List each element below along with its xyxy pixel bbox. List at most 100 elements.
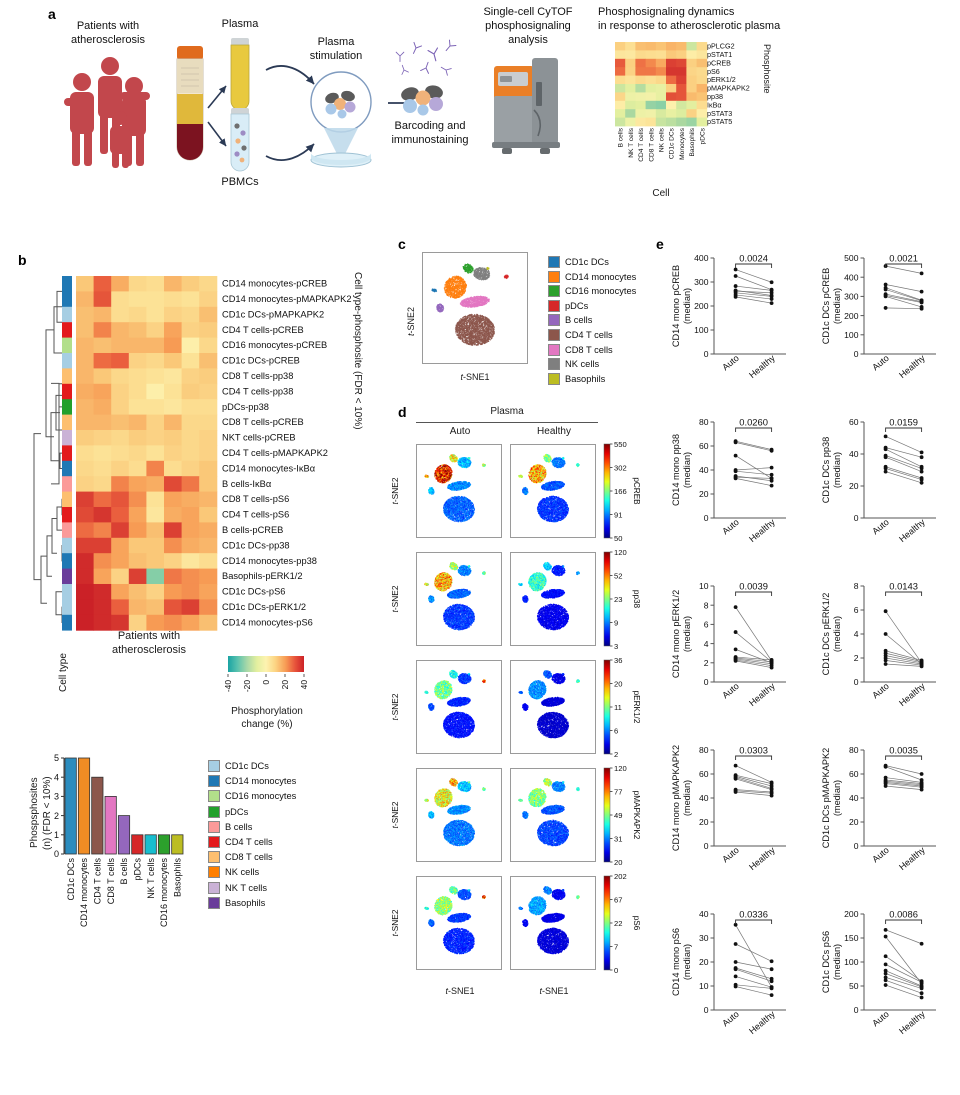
legend-swatch [208, 896, 220, 909]
svg-text:pERK1/2: pERK1/2 [707, 75, 736, 84]
panel-d-label: d [398, 404, 407, 420]
legend-item: B cells [208, 820, 296, 833]
panel-b-heatmap-row-labels: CD14 monocytes-pCREB CD14 monocytes-pMAPK… [222, 276, 372, 634]
panel-d-xlabel-auto: t-SNE1 [416, 986, 504, 996]
legend-label: pDCs [565, 301, 588, 311]
svg-text:CD14 monocytes-pMAPKAPK2: CD14 monocytes-pMAPKAPK2 [222, 294, 351, 304]
svg-text:CD4 T cells: CD4 T cells [93, 858, 103, 905]
svg-text:0: 0 [54, 849, 59, 859]
legend-swatch [208, 881, 220, 894]
svg-text:3: 3 [54, 792, 59, 802]
svg-text:CD4 T cells-pS6: CD4 T cells-pS6 [222, 510, 289, 520]
svg-text:40: 40 [299, 680, 309, 690]
legend-item: NK T cells [208, 881, 296, 894]
legend-swatch [548, 270, 560, 283]
panel-b-heatmap-xlabel: Patients with atherosclerosis [76, 630, 222, 658]
legend-item: CD1c DCs [208, 760, 296, 772]
svg-text:pDCs: pDCs [133, 858, 143, 881]
panel-a-heatmap-title: Phosphosignaling dynamics in response to… [598, 6, 838, 34]
legend-label: CD16 monocytes [225, 791, 296, 801]
panel-c-label: c [398, 236, 406, 252]
legend-label: Basophils [565, 374, 605, 384]
legend-swatch [548, 285, 560, 298]
panel-a-split-arrows [206, 60, 234, 170]
panel-a-stimulation-caption: Plasma stimulation [296, 36, 376, 64]
legend-label: CD8 T cells [225, 852, 273, 862]
panel-a-heatmap-xlabel: Cell [615, 188, 707, 199]
svg-text:pp38: pp38 [707, 92, 723, 101]
svg-text:B cells-pCREB: B cells-pCREB [222, 525, 283, 535]
svg-text:CD16 monocytes: CD16 monocytes [159, 858, 169, 928]
legend-label: CD8 T cells [565, 345, 613, 355]
panel-b-colorbar-title: Phosphorylation change (%) [214, 706, 320, 731]
svg-text:CD14 monocytes-pCREB: CD14 monocytes-pCREB [222, 279, 327, 289]
legend-label: CD16 monocytes [565, 286, 636, 296]
svg-text:CD8 T cells: CD8 T cells [648, 127, 655, 161]
legend-swatch [208, 775, 220, 788]
legend-label: NK cells [565, 359, 599, 369]
panel-c-legend: CD1c DCs CD14 monocytes CD16 monocytes pDCs… [548, 256, 636, 387]
panel-a-label: a [48, 6, 56, 22]
panel-a-pbmc-tube [228, 108, 252, 174]
legend-item: B cells [548, 314, 636, 327]
legend-item: CD16 monocytes [208, 790, 296, 803]
legend-label: CD14 monocytes [225, 776, 296, 786]
svg-text:B cells: B cells [618, 127, 625, 147]
svg-text:4: 4 [54, 772, 59, 782]
legend-label: pDCs [225, 807, 248, 817]
svg-text:CD8 T cells-pS6: CD8 T cells-pS6 [222, 494, 289, 504]
panel-d-group-header: Plasma [416, 406, 598, 417]
svg-text:20: 20 [280, 680, 290, 690]
legend-swatch [548, 343, 560, 356]
panel-c-xlabel: t-SNE1 [422, 372, 528, 382]
legend-item: CD14 monocytes [208, 775, 296, 788]
svg-text:CD1c DCs: CD1c DCs [66, 858, 76, 901]
svg-text:CD4 T cells: CD4 T cells [638, 127, 645, 161]
svg-text:CD4 T cells-pp38: CD4 T cells-pp38 [222, 386, 293, 396]
panel-a-pbmc-caption: PBMCs [206, 176, 274, 190]
panel-a-patients-caption: Patients with atherosclerosis [36, 20, 180, 48]
panel-a-cytof-caption: Single-cell CyTOF phosphosignaling analy… [476, 6, 580, 47]
panel-a-plasma-caption: Plasma [208, 18, 272, 32]
panel-a-barcoding-caption: Barcoding and immunostaining [378, 120, 482, 148]
legend-swatch [548, 358, 560, 371]
legend-swatch [208, 835, 220, 848]
panel-a-curved-arrows [262, 48, 332, 174]
panel-a-heatmap-col-labels: B cells NK T cells CD4 T cells CD8 T cells N… [615, 126, 727, 186]
svg-text:1: 1 [54, 830, 59, 840]
legend-swatch [208, 851, 220, 864]
svg-text:0: 0 [261, 680, 271, 685]
svg-text:CD1c DCs-pERK1/2: CD1c DCs-pERK1/2 [222, 602, 306, 612]
svg-text:CD14 monocytes-IκBα: CD14 monocytes-IκBα [222, 463, 316, 473]
legend-item: CD1c DCs [548, 256, 636, 268]
svg-text:Basophils: Basophils [173, 858, 183, 898]
legend-label: CD14 monocytes [565, 272, 636, 282]
svg-text:pPLCG2: pPLCG2 [707, 42, 735, 51]
svg-text:CD8 T cells-pCREB: CD8 T cells-pCREB [222, 417, 304, 427]
panel-e-dotplot-grid: 0 100 200 300 400 0.0024 Auto Healthy CD14 mono … [660, 238, 960, 1082]
panel-d-tsne-grid: 550 302 166 91 50 pCREB t-SNE2 120 52 23 9 3 pp38 t-S… [388, 440, 642, 984]
svg-text:2: 2 [54, 811, 59, 821]
panel-c-ylabel: t-SNE2 [406, 272, 416, 336]
panel-a-heatmap [615, 42, 708, 127]
svg-text:CD1c DCs: CD1c DCs [669, 127, 676, 159]
panel-b-colorbar [228, 656, 304, 672]
legend-item: pDCs [208, 805, 296, 818]
legend-item: CD8 T cells [208, 851, 296, 864]
svg-text:-40: -40 [223, 680, 233, 692]
legend-swatch [548, 328, 560, 341]
svg-text:CD8 T cells-pp38: CD8 T cells-pp38 [222, 371, 293, 381]
svg-text:Basophils-pERK1/2: Basophils-pERK1/2 [222, 571, 302, 581]
legend-item: pDCs [548, 299, 636, 312]
svg-text:pSTAT5: pSTAT5 [707, 117, 732, 126]
svg-text:CD8 T cells: CD8 T cells [106, 858, 116, 905]
svg-text:NKT cells-pCREB: NKT cells-pCREB [222, 433, 296, 443]
panel-d-group-rule [416, 422, 598, 424]
svg-text:5: 5 [54, 753, 59, 763]
svg-text:pSTAT3: pSTAT3 [707, 109, 732, 118]
svg-text:CD16 monocytes-pCREB: CD16 monocytes-pCREB [222, 340, 327, 350]
panel-b-celltype-phosphosite-label: Cell type-phosphosite (FDR < 10%) [352, 272, 363, 458]
svg-text:B cells: B cells [119, 858, 129, 885]
legend-label: CD4 T cells [225, 837, 273, 847]
svg-text:NK T cells: NK T cells [146, 858, 156, 899]
